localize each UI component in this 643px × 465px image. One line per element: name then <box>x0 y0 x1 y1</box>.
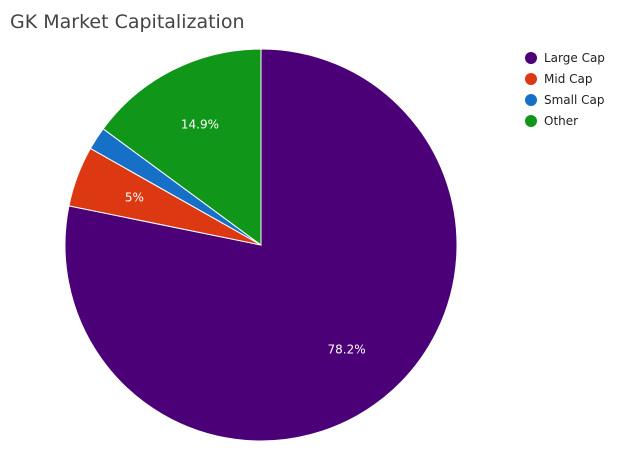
chart-title: GK Market Capitalization <box>10 11 245 33</box>
legend-label-large-cap: Large Cap <box>544 50 605 65</box>
legend-item-large-cap[interactable]: Large Cap <box>525 47 605 68</box>
legend-label-other: Other <box>544 113 579 128</box>
pie-slices <box>64 48 458 442</box>
pie-slice-labels: 78.2% 5% 14.9% <box>125 117 366 356</box>
legend-swatch-other <box>525 114 537 127</box>
pie-slice-label-mid-cap: 5% <box>125 191 144 205</box>
legend-item-small-cap[interactable]: Small Cap <box>525 89 605 110</box>
legend-label-mid-cap: Mid Cap <box>544 71 593 86</box>
legend-swatch-mid-cap <box>525 72 537 85</box>
pie-slice-other[interactable] <box>102 48 262 246</box>
legend-label-small-cap: Small Cap <box>544 92 605 107</box>
pie-slice-label-large-cap: 78.2% <box>327 343 365 357</box>
legend-swatch-large-cap <box>525 51 537 64</box>
legend-item-mid-cap[interactable]: Mid Cap <box>525 68 605 89</box>
legend-item-other[interactable]: Other <box>525 110 605 131</box>
pie-slice-label-other: 14.9% <box>181 117 219 131</box>
legend: Large Cap Mid Cap Small Cap Other <box>525 47 605 131</box>
legend-swatch-small-cap <box>525 93 537 106</box>
